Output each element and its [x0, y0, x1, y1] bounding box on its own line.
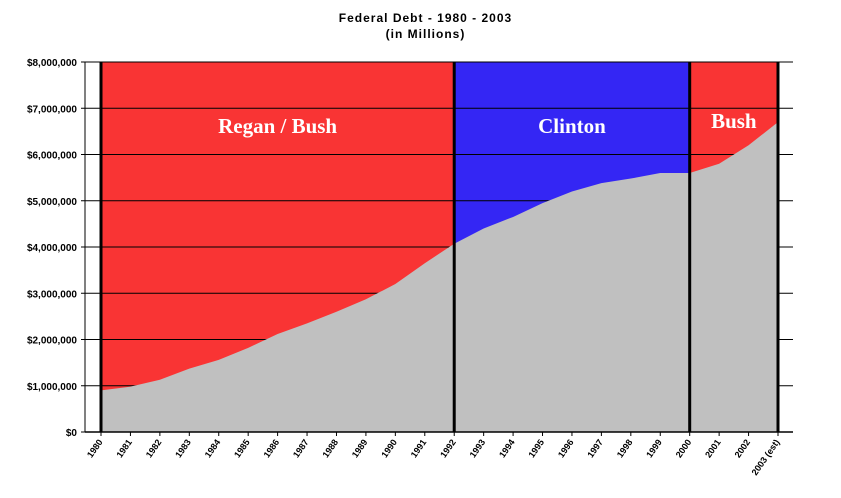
x-tick-label: 2001: [703, 437, 723, 459]
x-tick-label: 2003 (est): [750, 437, 782, 477]
chart-title: Federal Debt - 1980 - 2003 (in Millions): [0, 10, 841, 42]
x-tick-label: 1990: [379, 437, 399, 459]
y-tick-label: $8,000,000: [27, 58, 77, 69]
x-tick-label: 1996: [556, 437, 576, 459]
era-label-1: Clinton: [538, 114, 606, 138]
x-tick-label: 1983: [173, 437, 193, 459]
era-dividers: [99, 62, 780, 432]
y-tick-label: $0: [66, 428, 78, 439]
y-tick-label: $4,000,000: [27, 243, 77, 254]
debt-area: [101, 122, 778, 432]
x-tick-label: 1993: [468, 437, 488, 459]
x-tick-label: 1995: [526, 437, 546, 459]
x-tick-label: 1982: [144, 437, 164, 459]
y-tick-label: $3,000,000: [27, 289, 77, 300]
y-tick-label: $5,000,000: [27, 197, 77, 208]
x-tick-label: 1989: [350, 437, 370, 459]
chart-title-line: Federal Debt - 1980 - 2003: [338, 11, 513, 25]
x-tick-label: 1986: [262, 437, 282, 459]
chart-subtitle-line: (in Millions): [385, 27, 466, 41]
y-tick-label: $7,000,000: [27, 104, 77, 115]
era-label-0: Regan / Bush: [218, 114, 337, 138]
x-tick-label: 1992: [438, 437, 458, 459]
y-tick-label: $6,000,000: [27, 151, 77, 162]
era-labels: Regan / Bush Clinton Bush: [218, 109, 757, 138]
x-tick-label: 1997: [585, 437, 605, 459]
x-tick-label: 1998: [615, 437, 635, 459]
x-tick-label: 1980: [85, 437, 105, 459]
y-tick-label: $2,000,000: [27, 336, 77, 347]
x-tick-label: 1987: [291, 437, 311, 459]
era-label-2: Bush: [711, 109, 757, 133]
x-tick-label: 1988: [320, 437, 340, 459]
x-tick-label: 1985: [232, 437, 252, 459]
y-tick-label: $1,000,000: [27, 382, 77, 393]
x-tick-label: 2000: [674, 437, 694, 459]
x-tick-label: 1991: [409, 437, 429, 459]
x-tick-label: 1981: [114, 437, 134, 459]
x-tick-label: 2002: [733, 437, 753, 459]
x-tick-label: 1994: [497, 437, 517, 459]
x-tick-label: 1999: [644, 437, 664, 459]
x-tick-label: 1984: [203, 437, 223, 459]
debt-area-fill: [101, 122, 778, 432]
